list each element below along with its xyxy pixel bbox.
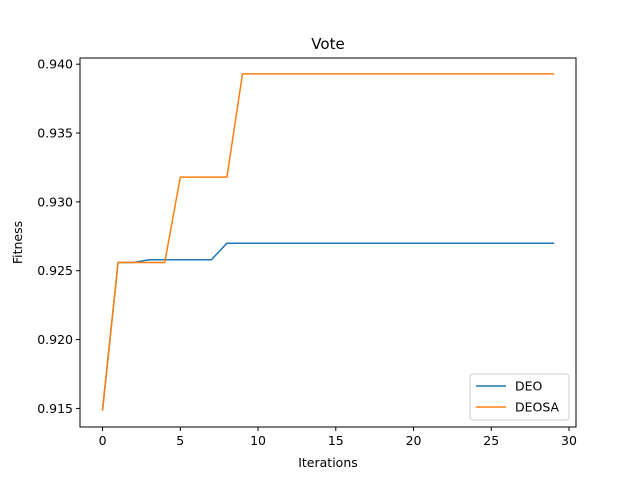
legend-label-deo: DEO: [515, 379, 543, 394]
y-tick-label: 0.940: [37, 57, 73, 72]
x-axis-label: Iterations: [298, 455, 358, 470]
series-line-deo: [101, 242, 555, 411]
x-axis: 0 5 10 15 20 25 30: [99, 427, 577, 448]
x-tick-label: 5: [176, 433, 184, 448]
x-tick-label: 25: [483, 433, 499, 448]
chart-title: Vote: [311, 35, 344, 53]
x-tick-label: 30: [561, 433, 577, 448]
y-tick-label: 0.935: [37, 126, 73, 141]
y-tick-label: 0.925: [37, 263, 73, 278]
legend-label-deosa: DEOSA: [515, 400, 560, 415]
x-tick-label: 0: [99, 433, 107, 448]
y-axis-label: Fitness: [10, 221, 25, 264]
x-tick-label: 15: [328, 433, 344, 448]
legend: DEO DEOSA: [469, 373, 570, 421]
x-tick-label: 20: [406, 433, 422, 448]
y-tick-label: 0.930: [37, 194, 73, 209]
series-line-deosa: [101, 73, 555, 411]
x-tick-label: 10: [250, 433, 266, 448]
series-layer: [101, 73, 555, 411]
plot-area-frame: [79, 57, 577, 428]
y-tick-label: 0.920: [37, 332, 73, 347]
y-axis: 0.915 0.920 0.925 0.930 0.935 0.940: [37, 57, 80, 416]
y-tick-label: 0.915: [37, 401, 73, 416]
